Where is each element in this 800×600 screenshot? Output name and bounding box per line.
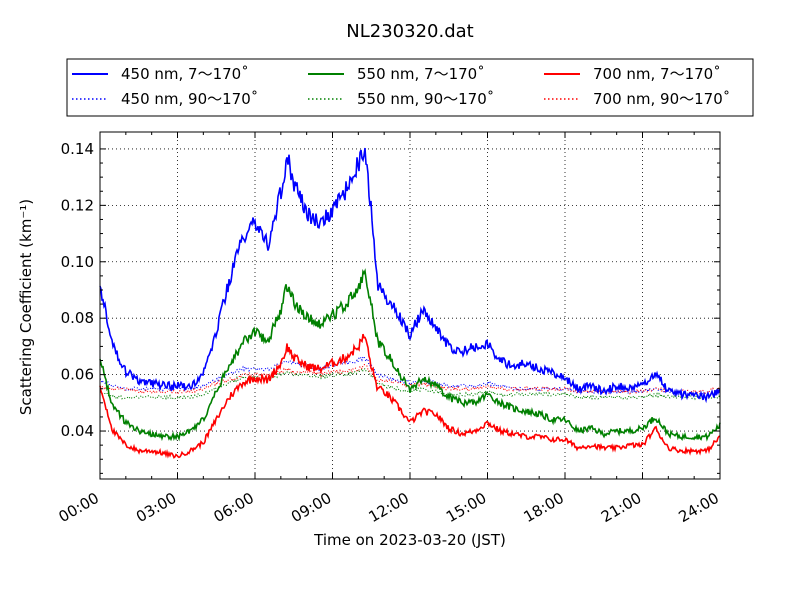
grid [100, 132, 720, 479]
x-tick-label: 21:00 [598, 489, 644, 526]
legend-frame [66, 58, 754, 117]
y-tick-label: 0.08 [61, 309, 94, 327]
series-line-2 [99, 333, 721, 459]
legend-label-2: 700 nm, 7～170˚ [593, 65, 721, 83]
legend-label-4: 550 nm, 90～170˚ [357, 90, 494, 108]
y-tick-label: 0.14 [61, 140, 94, 158]
x-tick-label: 12:00 [366, 489, 412, 526]
x-tick-label: 24:00 [676, 489, 722, 526]
legend-label-3: 450 nm, 90～170˚ [121, 90, 258, 108]
x-tick-label: 15:00 [443, 489, 489, 526]
y-tick-label: 0.12 [61, 196, 94, 214]
x-tick-label: 18:00 [521, 489, 567, 526]
y-tick-label: 0.04 [61, 422, 94, 440]
legend-label-1: 550 nm, 7～170˚ [357, 65, 485, 83]
x-tick-label: 03:00 [133, 489, 179, 526]
x-axis-label: Time on 2023-03-20 (JST) [313, 531, 506, 549]
legend-label-0: 450 nm, 7～170˚ [121, 65, 249, 83]
axes: 00:00 03:00 06:00 09:00 12:00 15:00 18:00 21:00… [56, 131, 722, 526]
y-tick-label: 0.06 [61, 366, 94, 384]
series-line-3 [99, 355, 721, 398]
legend-label-5: 700 nm, 90～170˚ [593, 90, 730, 108]
series-line-1 [99, 268, 721, 442]
y-tick-label: 0.10 [61, 253, 94, 271]
chart-title: NL230320.dat [346, 21, 473, 42]
series-line-0 [99, 147, 721, 404]
x-tick-label: 00:00 [56, 489, 102, 526]
x-tick-label: 06:00 [211, 489, 257, 526]
legend: 450 nm, 7～170˚ 450 nm, 90～170˚ 550 nm, 7～1… [66, 58, 754, 117]
series-layer [99, 147, 721, 459]
y-axis-label: Scattering Coefficient (km⁻¹) [17, 199, 35, 415]
x-tick-label: 09:00 [288, 489, 334, 526]
